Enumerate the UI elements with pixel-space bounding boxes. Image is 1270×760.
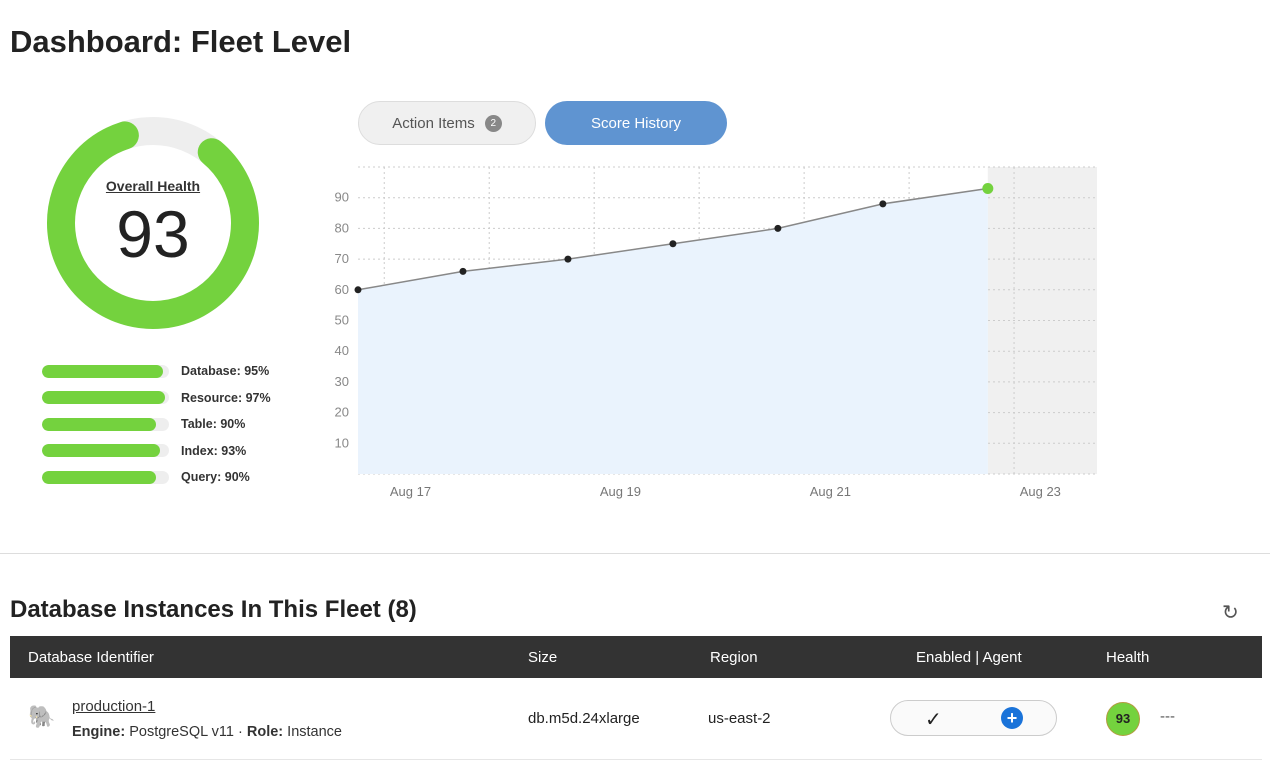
score-bar-fill <box>42 470 157 484</box>
y-tick-label: 20 <box>335 405 349 420</box>
y-tick-label: 30 <box>335 374 349 389</box>
y-tick-label: 80 <box>335 220 349 235</box>
table-header: Database Identifier Size Region Enabled … <box>10 636 1262 678</box>
score-bar-fill <box>42 444 161 458</box>
instance-link[interactable]: production-1 <box>72 698 156 715</box>
score-bar-fill <box>42 364 163 378</box>
col-enabled-agent[interactable]: Enabled | Agent <box>916 649 1022 666</box>
y-tick-label: 40 <box>335 343 349 358</box>
data-point <box>354 286 362 294</box>
score-bar-fill <box>42 417 157 431</box>
tab-label: Action Items <box>392 114 475 132</box>
col-identifier[interactable]: Database Identifier <box>28 649 154 666</box>
y-tick-label: 50 <box>335 313 349 328</box>
add-agent-icon[interactable]: + <box>1001 707 1023 729</box>
score-index: Index: 93% <box>42 438 271 465</box>
postgresql-icon: 🐘 <box>28 704 56 729</box>
data-point <box>564 255 572 263</box>
page-title: Dashboard: Fleet Level <box>10 24 352 59</box>
section-title: Database Instances In This Fleet (8) <box>10 596 417 623</box>
col-health[interactable]: Health <box>1106 649 1150 666</box>
x-tick-label: Aug 21 <box>810 484 851 499</box>
y-tick-label: 60 <box>335 282 349 297</box>
score-label: Index: 93% <box>181 443 247 458</box>
tab-action-items[interactable]: Action Items 2 <box>358 101 536 145</box>
score-label: Resource: 97% <box>181 390 271 405</box>
x-tick-label: Aug 19 <box>600 484 641 499</box>
data-point <box>669 240 677 248</box>
score-label: Database: 95% <box>181 364 270 379</box>
data-point <box>459 267 467 275</box>
data-point <box>879 200 887 208</box>
instance-region: us-east-2 <box>708 710 771 727</box>
score-database: Database: 95% <box>42 358 271 385</box>
score-bar-fill <box>42 391 166 405</box>
health-badge: 93 <box>1106 702 1140 736</box>
y-tick-label: 90 <box>335 190 349 205</box>
col-region[interactable]: Region <box>710 649 758 666</box>
y-tick-label: 70 <box>335 251 349 266</box>
score-history-chart: 10 20 30 40 50 60 70 80 90 Aug 17 Aug 19 Aug 21 Aug … <box>335 166 1097 499</box>
table-row: 🐘 production-1 Engine: PostgreSQL v11 · … <box>10 680 1262 760</box>
overall-health-value: 93 <box>116 197 190 271</box>
category-scores: Database: 95% Resource: 97% Table: 90% I… <box>42 358 271 491</box>
more-options-button[interactable]: --- <box>1160 708 1175 725</box>
score-label: Table: 90% <box>181 417 246 432</box>
score-label: Query: 90% <box>181 470 250 485</box>
x-tick-label: Aug 17 <box>390 484 431 499</box>
data-point <box>774 224 782 232</box>
instance-details: Engine: PostgreSQL v11 · Role: Instance <box>72 724 342 740</box>
col-size[interactable]: Size <box>528 649 558 666</box>
check-icon: ✓ <box>925 709 942 731</box>
tab-score-history[interactable]: Score History <box>545 101 727 145</box>
refresh-icon[interactable]: ↻ <box>1222 602 1239 624</box>
score-table: Table: 90% <box>42 411 271 438</box>
y-tick-label: 10 <box>335 435 349 450</box>
score-resource: Resource: 97% <box>42 385 271 412</box>
divider <box>0 553 1270 554</box>
score-query: Query: 90% <box>42 464 271 491</box>
overall-health-gauge <box>47 117 259 329</box>
area-fill <box>358 188 988 475</box>
action-count-badge: 2 <box>484 114 502 132</box>
overall-health-label[interactable]: Overall Health <box>105 178 201 194</box>
instance-size: db.m5d.24xlarge <box>528 710 640 727</box>
enabled-agent-toggle[interactable]: ✓ + <box>890 700 1057 736</box>
x-tick-label: Aug 23 <box>1020 484 1061 499</box>
data-point <box>982 182 994 194</box>
